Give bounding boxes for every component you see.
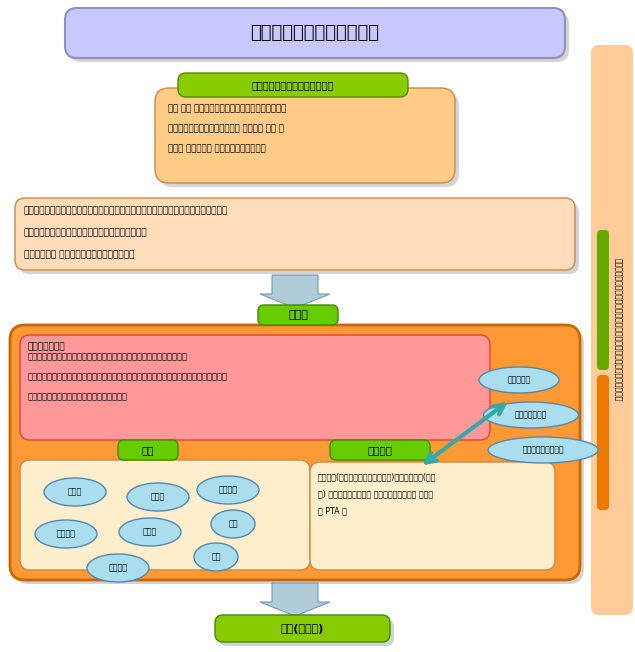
Text: 地域住民: 地域住民 <box>57 529 76 539</box>
Ellipse shape <box>87 554 149 582</box>
Ellipse shape <box>35 520 97 548</box>
Ellipse shape <box>127 483 189 511</box>
FancyBboxPatch shape <box>14 329 584 584</box>
Ellipse shape <box>44 478 106 506</box>
Text: 効果(図参照): 効果(図参照) <box>280 624 324 634</box>
Text: 少年非行犯罪被害に対する態勢: 少年非行犯罪被害に対する態勢 <box>252 80 334 90</box>
FancyBboxPatch shape <box>65 8 565 58</box>
Text: 出会い系サイト、性的逸脱行動 暴力行為 恐喝 連: 出会い系サイト、性的逸脱行動 暴力行為 恐喝 連 <box>168 124 284 133</box>
Text: 民 PTA 等: 民 PTA 等 <box>318 506 347 515</box>
Text: 司) 児童相談所、弁護士 民生委員・児童委員 地域住: 司) 児童相談所、弁護士 民生委員・児童委員 地域住 <box>318 489 433 498</box>
Text: 犯罪起こさない、誘惑されても越えてはならないき線、犯罪に巻き込まれないための対応: 犯罪起こさない、誘惑されても越えてはならないき線、犯罪に巻き込まれないための対応 <box>28 372 228 381</box>
Text: 家庭: 家庭 <box>211 552 221 561</box>
Ellipse shape <box>483 402 578 428</box>
Text: れ去り 強姦、強盗 不審者への対応など。: れ去り 強姦、強盗 不審者への対応など。 <box>168 144 266 153</box>
Text: 小学校: 小学校 <box>68 488 82 497</box>
FancyBboxPatch shape <box>597 230 609 370</box>
Text: 規範意識の醸成: 規範意識の醸成 <box>28 342 65 351</box>
Text: スクールサポーター: スクールサポーター <box>522 445 564 454</box>
FancyBboxPatch shape <box>19 202 579 274</box>
FancyBboxPatch shape <box>178 73 408 97</box>
Text: 関係団体: 関係団体 <box>109 563 128 572</box>
Text: 非行防止教室等を通じた子どもたちの健全育成にかかわる取組の推進: 非行防止教室等を通じた子どもたちの健全育成にかかわる取組の推進 <box>613 258 622 402</box>
Ellipse shape <box>211 510 255 538</box>
FancyBboxPatch shape <box>219 619 394 646</box>
FancyBboxPatch shape <box>159 92 459 187</box>
Text: ・学校と家庭 地域のつながりを深める必要性: ・学校と家庭 地域のつながりを深める必要性 <box>24 250 135 259</box>
FancyBboxPatch shape <box>118 440 178 460</box>
Text: 犯罪こうどうの正しい理解犯罪悪いこと、犯罪起こすと不幸になること: 犯罪こうどうの正しい理解犯罪悪いこと、犯罪起こすと不幸になること <box>28 352 188 361</box>
FancyBboxPatch shape <box>15 198 575 270</box>
Text: 非行防止教室等の位置付け: 非行防止教室等の位置付け <box>250 24 380 42</box>
FancyBboxPatch shape <box>20 460 310 570</box>
Text: 教員: 教員 <box>228 520 237 529</box>
FancyBboxPatch shape <box>215 615 390 642</box>
FancyBboxPatch shape <box>597 375 609 510</box>
Text: 喫煙 飲酒 薬物乱用等、窃盗万引き等、暴走行為、: 喫煙 飲酒 薬物乱用等、窃盗万引き等、暴走行為、 <box>168 104 286 113</box>
Text: 警察職員(少年補導職員、警察官等)、児童福祉司(保護: 警察職員(少年補導職員、警察官等)、児童福祉司(保護 <box>318 472 436 481</box>
Ellipse shape <box>119 518 181 546</box>
Ellipse shape <box>488 437 598 463</box>
Text: 外部講師: 外部講師 <box>368 445 392 455</box>
Polygon shape <box>260 583 330 616</box>
Text: 学校管理員: 学校管理員 <box>507 376 531 385</box>
Text: 中学校: 中学校 <box>151 492 165 501</box>
Text: ねらい: ねらい <box>288 310 308 320</box>
Text: 高等学校: 高等学校 <box>218 486 237 494</box>
FancyBboxPatch shape <box>258 305 338 325</box>
Ellipse shape <box>197 476 259 504</box>
Ellipse shape <box>479 367 559 393</box>
FancyBboxPatch shape <box>330 440 430 460</box>
Text: サポートチーム: サポートチーム <box>515 411 547 419</box>
Text: 非行防止教室等にかかわる理解指導力の向上: 非行防止教室等にかかわる理解指導力の向上 <box>28 392 128 401</box>
FancyBboxPatch shape <box>591 45 633 615</box>
Polygon shape <box>260 275 330 308</box>
Text: ・子どもたちが自分が地域の大人達から守られているという実感持ってもらう必要性: ・子どもたちが自分が地域の大人達から守られているという実感持ってもらう必要性 <box>24 206 228 215</box>
Text: 対象: 対象 <box>142 445 154 455</box>
Text: ・地域に開かれた学校を一層推進することの必要性: ・地域に開かれた学校を一層推進することの必要性 <box>24 228 147 237</box>
FancyBboxPatch shape <box>310 462 555 570</box>
FancyBboxPatch shape <box>20 335 490 440</box>
FancyBboxPatch shape <box>69 12 569 62</box>
FancyBboxPatch shape <box>155 88 455 183</box>
Text: 幼稚園: 幼稚園 <box>143 527 157 537</box>
FancyBboxPatch shape <box>10 325 580 580</box>
Ellipse shape <box>194 543 238 571</box>
